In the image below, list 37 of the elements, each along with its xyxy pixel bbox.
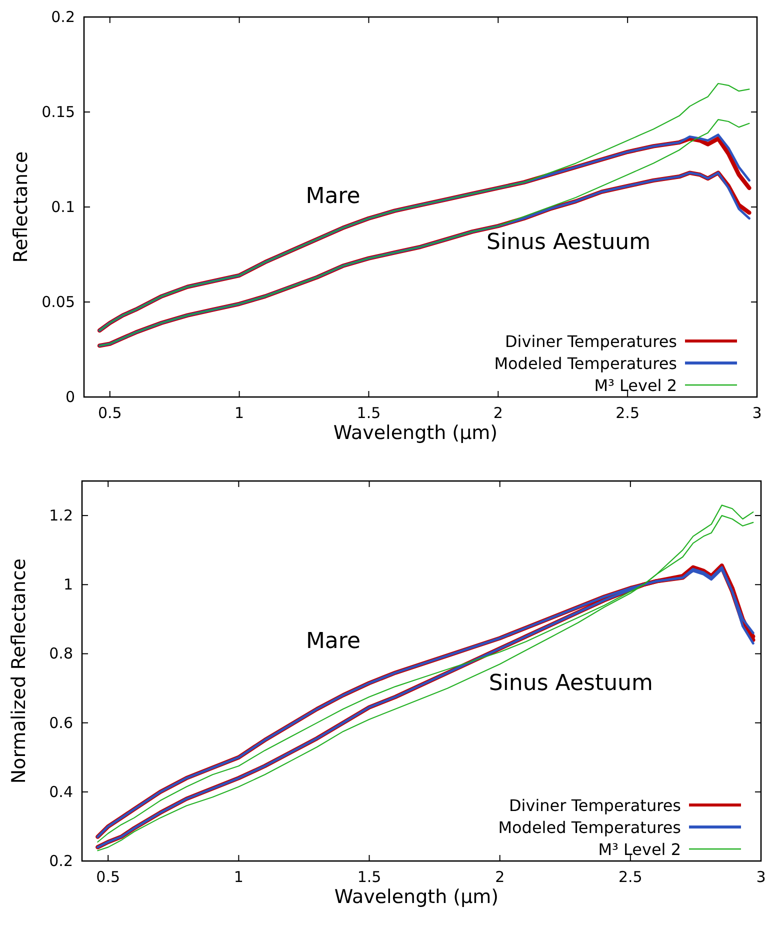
x-tick-label: 1 — [234, 404, 244, 422]
y-tick-label: 1.2 — [49, 506, 73, 525]
annotation: Sinus Aestuum — [488, 671, 653, 696]
y-axis-title: Reflectance — [10, 151, 32, 263]
legend-label: M³ Level 2 — [594, 376, 677, 395]
y-tick-label: 0.2 — [51, 8, 75, 26]
y-tick-label: 0.1 — [51, 198, 75, 216]
y-tick-label: 0.05 — [42, 293, 75, 311]
legend-label: Diviner Temperatures — [508, 796, 681, 815]
annotation: Sinus Aestuum — [486, 230, 651, 255]
y-tick-label: 0.4 — [49, 782, 73, 801]
x-tick-label: 3 — [752, 404, 762, 422]
y-tick-label: 1 — [63, 576, 73, 594]
x-axis-title: Wavelength (µm) — [333, 422, 498, 444]
x-tick-label: 2 — [493, 404, 503, 422]
y-tick-label: 0.2 — [49, 852, 73, 870]
legend-label: Diviner Temperatures — [504, 332, 677, 351]
annotation: Mare — [306, 184, 360, 210]
x-tick-label: 0.5 — [98, 404, 122, 422]
x-tick-label: 1.5 — [356, 404, 381, 422]
legend-label: Modeled Temperatures — [494, 354, 677, 373]
x-tick-label: 2.5 — [616, 404, 640, 422]
x-tick-label: 2 — [495, 868, 505, 886]
legend-label: M³ Level 2 — [598, 840, 681, 859]
x-tick-label: 2.5 — [618, 868, 642, 886]
y-tick-label: 0.8 — [49, 644, 73, 663]
x-tick-label: 3 — [756, 868, 765, 886]
y-tick-label: 0 — [65, 388, 75, 406]
x-axis-title: Wavelength (µm) — [334, 886, 499, 908]
y-tick-label: 0.6 — [49, 714, 73, 732]
x-tick-label: 1.5 — [357, 868, 382, 886]
y-axis-title: Normalized Reflectance — [8, 558, 30, 784]
annotation: Mare — [306, 629, 361, 654]
x-tick-label: 0.5 — [96, 868, 120, 886]
y-tick-label: 0.15 — [42, 103, 75, 121]
legend-label: Modeled Temperatures — [498, 818, 681, 837]
x-tick-label: 1 — [234, 868, 244, 886]
